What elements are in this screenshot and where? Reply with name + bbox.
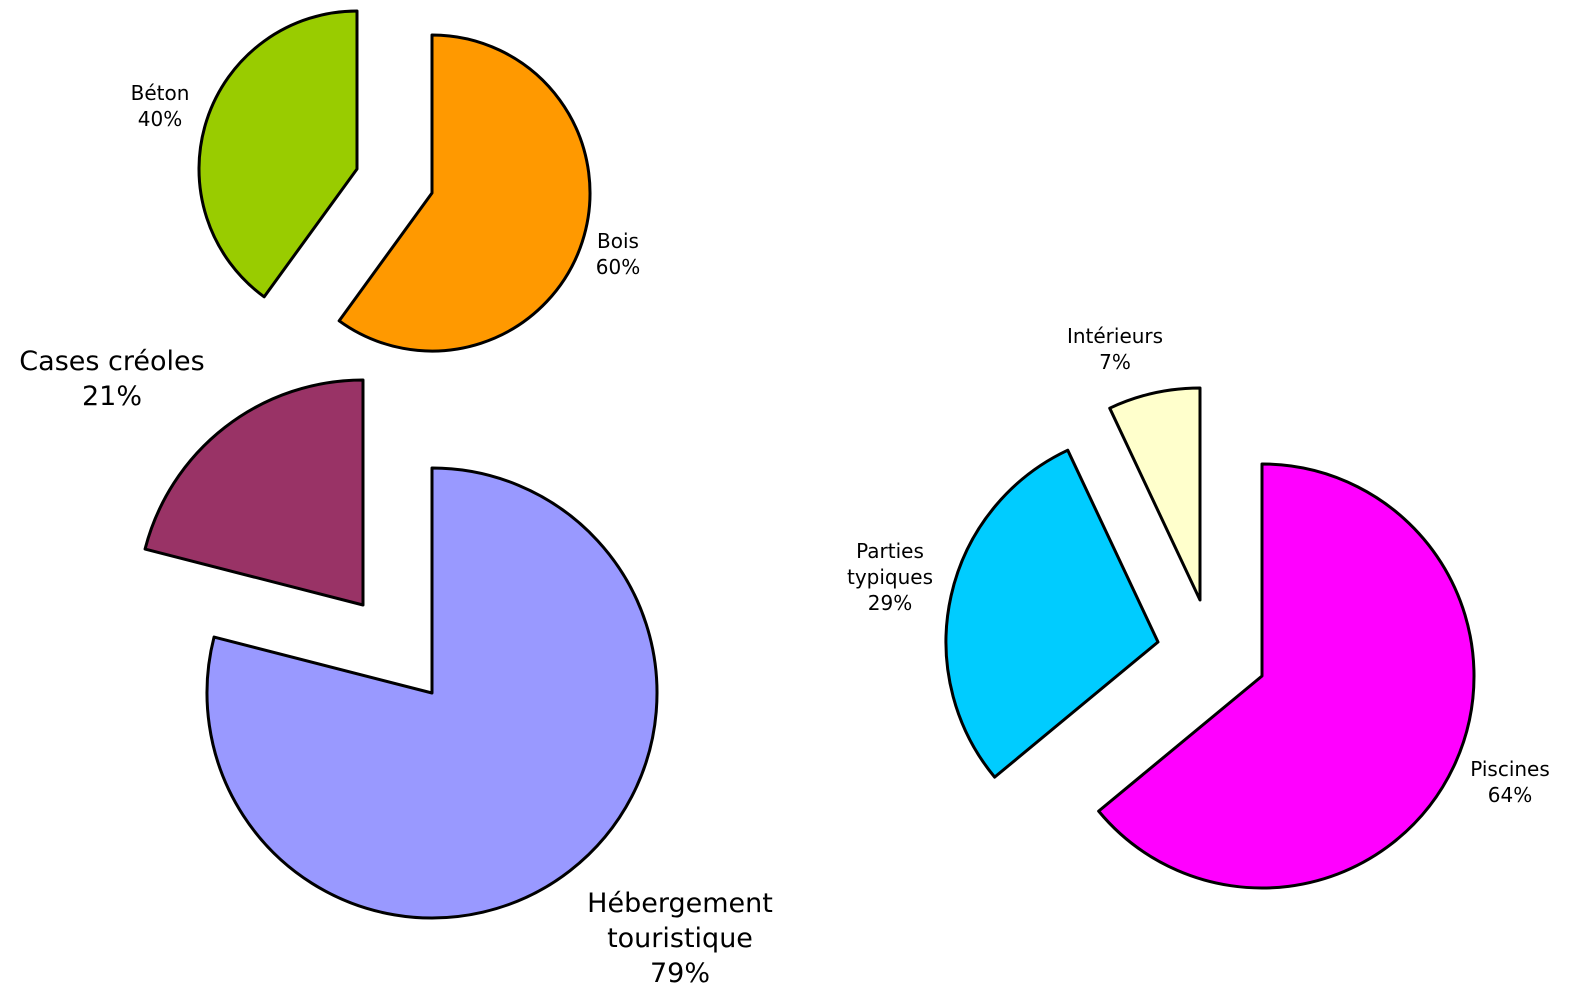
- slice-name: Bois: [597, 229, 639, 253]
- slice-value: 40%: [137, 107, 183, 131]
- slice-value: 60%: [595, 255, 641, 279]
- pie-slice: [197, 9, 359, 299]
- slice-name: Intérieurs: [1066, 324, 1164, 348]
- slice-label: Piscines 64%: [1450, 756, 1570, 808]
- slice-name: Cases créoles: [19, 346, 205, 377]
- slice-value: 21%: [81, 381, 142, 413]
- slice-value: 29%: [867, 591, 913, 615]
- slice-label: Intérieurs 7%: [1045, 323, 1185, 375]
- slice-name: Hébergement touristique: [587, 888, 773, 955]
- slice-label: Cases créoles 21%: [0, 344, 232, 414]
- pie-slice: [944, 448, 1160, 779]
- pie-slice: [1097, 462, 1476, 890]
- slice-value: 7%: [1099, 350, 1131, 374]
- pie-slice: [1108, 386, 1202, 602]
- slice-value: 79%: [649, 958, 710, 990]
- slice-name: Parties typiques: [846, 539, 934, 589]
- pie-slice: [143, 378, 365, 607]
- pie-slice: [337, 33, 592, 353]
- slice-label: Bois 60%: [558, 228, 678, 280]
- slice-label: Parties typiques 29%: [830, 538, 950, 616]
- slice-name: Piscines: [1470, 757, 1550, 781]
- pie-slice: [205, 466, 659, 920]
- slice-label: Hébergement touristique 79%: [560, 886, 800, 991]
- slice-value: 64%: [1487, 783, 1533, 807]
- slice-name: Béton: [130, 81, 190, 105]
- slice-label: Béton 40%: [100, 80, 220, 132]
